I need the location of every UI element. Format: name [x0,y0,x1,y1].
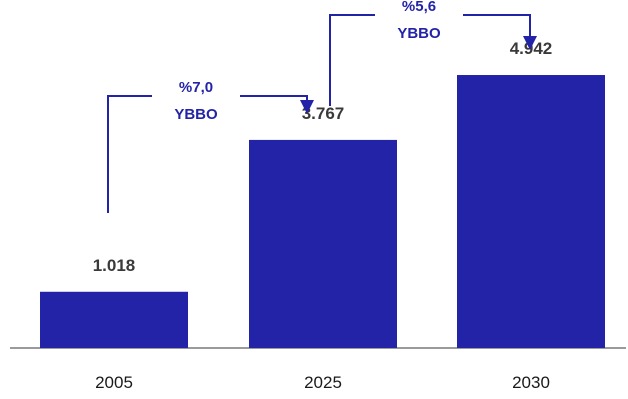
value-label-2025: 3.767 [302,104,345,123]
growth-type-label: YBBO [174,106,218,123]
bar-2005 [40,291,188,348]
x-tick-2005: 2005 [95,373,133,392]
growth-annotation-2005-2025: %7,0 YBBO [107,79,314,213]
value-label-2030: 4.942 [510,39,553,58]
bar-2025 [249,139,397,348]
x-tick-2030: 2030 [512,373,550,392]
growth-rate-label: %7,0 [179,79,213,96]
annotation-line-right [463,14,531,38]
growth-type-label: YBBO [397,25,441,42]
annotation-line-right [240,95,308,102]
growth-rate-label: %5,6 [402,0,436,15]
bar-2030 [457,75,605,348]
value-label-2005: 1.018 [93,256,136,275]
arrow-down-icon [300,100,314,114]
bars-group: 1.018 2005 3.767 2025 4.942 2030 [40,39,605,392]
annotation-line-left [107,95,152,213]
growth-annotations: %7,0 YBBO %5,6 YBBO [107,0,537,213]
x-tick-2025: 2025 [304,373,342,392]
annotation-line-left [329,14,375,106]
arrow-down-icon [523,36,537,50]
growth-annotation-2025-2030: %5,6 YBBO [329,0,537,106]
